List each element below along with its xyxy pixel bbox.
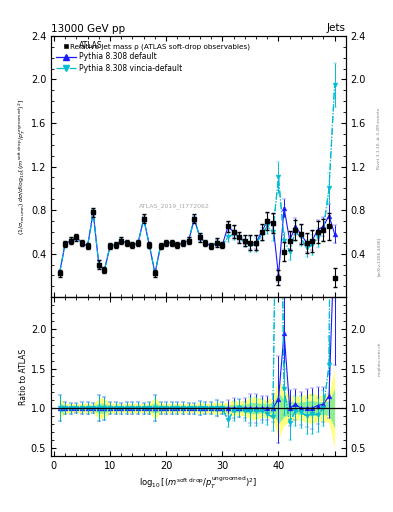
Legend: ATLAS, Pythia 8.308 default, Pythia 8.308 vincia-default: ATLAS, Pythia 8.308 default, Pythia 8.30… bbox=[55, 39, 184, 74]
Y-axis label: Ratio to ATLAS: Ratio to ATLAS bbox=[19, 348, 28, 404]
Text: ATLAS_2019_I1772062: ATLAS_2019_I1772062 bbox=[140, 203, 210, 208]
Text: Jets: Jets bbox=[327, 23, 346, 33]
Text: [arXiv:1306.3436]: [arXiv:1306.3436] bbox=[377, 237, 381, 275]
Text: 13000 GeV pp: 13000 GeV pp bbox=[51, 24, 125, 34]
Text: Rivet 3.1.10, ≥ 3.2M events: Rivet 3.1.10, ≥ 3.2M events bbox=[377, 108, 381, 169]
Y-axis label: $(1/\sigma_{\rm resumn})\ d\sigma/d\log_{10}[(m^{\rm soft\ drop}/p_T^{\rm ungroo: $(1/\sigma_{\rm resumn})\ d\sigma/d\log_… bbox=[17, 98, 28, 234]
X-axis label: $\log_{10}[(m^{\rm soft\ drop}/p_T^{\rm ungroomed})^2]$: $\log_{10}[(m^{\rm soft\ drop}/p_T^{\rm … bbox=[140, 475, 257, 491]
Text: mcplots.cern.ch: mcplots.cern.ch bbox=[377, 341, 381, 376]
Text: Relative jet mass ρ (ATLAS soft-drop observables): Relative jet mass ρ (ATLAS soft-drop obs… bbox=[70, 44, 250, 50]
